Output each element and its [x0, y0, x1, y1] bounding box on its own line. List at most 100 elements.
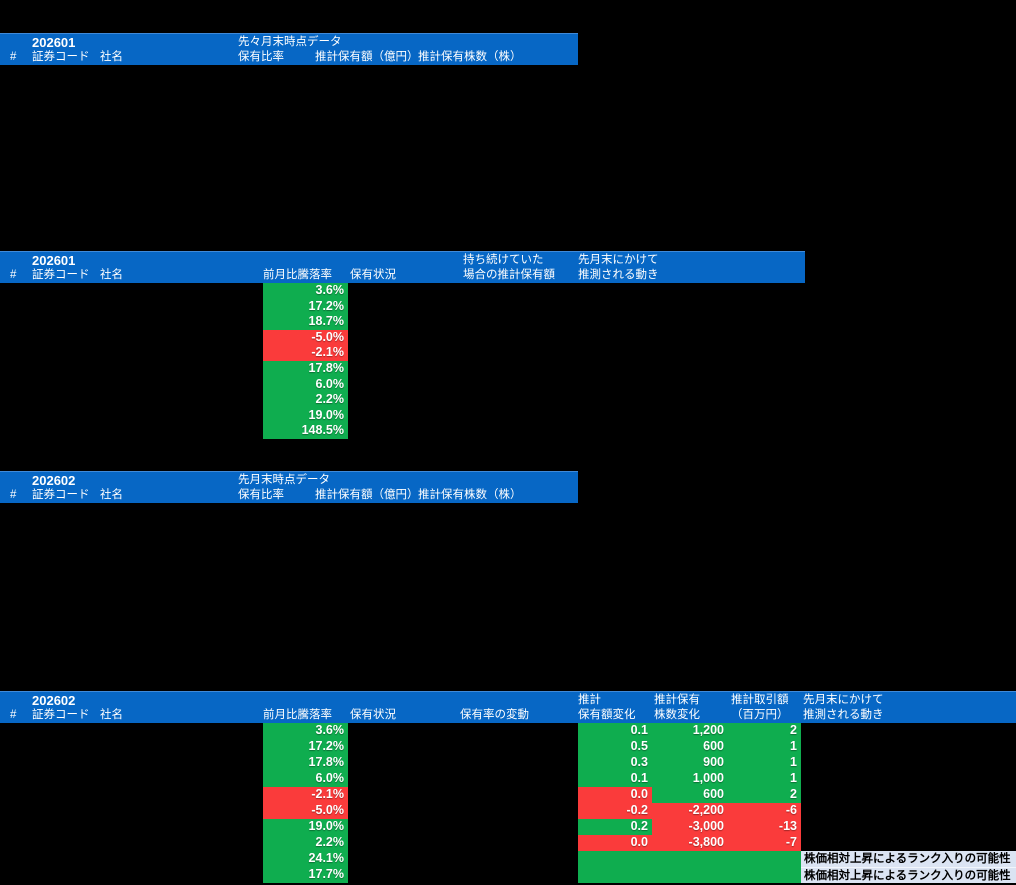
- section1-col-name[interactable]: 社名: [100, 51, 123, 63]
- section4-col-amt-line2[interactable]: 保有額変化: [578, 709, 636, 721]
- section3-period[interactable]: 202602: [32, 473, 76, 488]
- shares-change-cell[interactable]: -2,200: [652, 803, 728, 819]
- section4-header: 202602 推計 推計保有 推計取引額 先月末にかけて # 証券コード 社名 …: [0, 691, 1016, 723]
- section2-period[interactable]: 202601: [32, 253, 76, 268]
- section3-col-code[interactable]: 証券コード: [32, 489, 90, 501]
- section4-col-name[interactable]: 社名: [100, 709, 123, 721]
- change-cell[interactable]: 24.1%: [263, 851, 348, 867]
- amount-change-cell[interactable]: 0.0: [578, 787, 652, 803]
- section2-col-move-line2[interactable]: 推測される動き: [578, 269, 659, 281]
- trade-amount-cell[interactable]: -7: [728, 835, 801, 851]
- change-cell[interactable]: 18.7%: [263, 314, 348, 330]
- trade-amount-cell[interactable]: 1: [728, 739, 801, 755]
- change-cell[interactable]: -2.1%: [263, 787, 348, 803]
- amount-change-cell[interactable]: 0.1: [578, 771, 652, 787]
- amount-change-cell[interactable]: [578, 851, 652, 867]
- amount-change-cell[interactable]: 0.2: [578, 819, 652, 835]
- section2-col-change[interactable]: 前月比騰落率: [263, 269, 332, 281]
- trade-amount-cell[interactable]: 2: [728, 723, 801, 739]
- change-cell[interactable]: 148.5%: [263, 423, 348, 439]
- section1-col-code[interactable]: 証券コード: [32, 51, 90, 63]
- section4-col-ratio-change[interactable]: 保有率の変動: [460, 709, 529, 721]
- shares-change-cell[interactable]: -3,800: [652, 835, 728, 851]
- section4-col-hash[interactable]: #: [10, 709, 17, 721]
- section4-movement-note-column: 株価相対上昇によるランク入りの可能性 株価相対上昇によるランク入りの可能性: [801, 851, 1016, 883]
- amount-change-cell[interactable]: 0.5: [578, 739, 652, 755]
- amount-change-cell[interactable]: 0.3: [578, 755, 652, 771]
- section1-data-label[interactable]: 先々月末時点データ: [238, 36, 342, 48]
- section1-period[interactable]: 202601: [32, 35, 76, 50]
- change-cell[interactable]: 3.6%: [263, 723, 348, 739]
- amount-change-cell[interactable]: -0.2: [578, 803, 652, 819]
- section2-col-kept-line1[interactable]: 持ち続けていた: [463, 254, 544, 266]
- section2-col-name[interactable]: 社名: [100, 269, 123, 281]
- section1-col-est-amount[interactable]: 推計保有額（億円）: [315, 51, 419, 63]
- section2-change-column: 3.6% 17.2% 18.7% -5.0% -2.1% 17.8% 6.0% …: [263, 283, 348, 439]
- section4-col-trade-line2[interactable]: （百万円）: [731, 709, 789, 721]
- section4-col-move-line1[interactable]: 先月末にかけて: [803, 694, 884, 706]
- section4-col-trade-line1[interactable]: 推計取引額: [731, 694, 789, 706]
- change-cell[interactable]: 17.8%: [263, 360, 348, 377]
- movement-note-cell[interactable]: 株価相対上昇によるランク入りの可能性: [801, 866, 1016, 883]
- section3-col-ratio[interactable]: 保有比率: [238, 489, 284, 501]
- section4-col-shares-line1[interactable]: 推計保有: [654, 694, 700, 706]
- section4-period[interactable]: 202602: [32, 693, 76, 708]
- section1-col-ratio[interactable]: 保有比率: [238, 51, 284, 63]
- section2-col-move-line1[interactable]: 先月末にかけて: [578, 254, 659, 266]
- section2-col-status[interactable]: 保有状況: [350, 269, 396, 281]
- trade-amount-cell[interactable]: -13: [728, 819, 801, 835]
- change-cell[interactable]: 19.0%: [263, 407, 348, 424]
- change-cell[interactable]: -5.0%: [263, 803, 348, 819]
- trade-amount-cell[interactable]: [728, 867, 801, 883]
- change-cell[interactable]: -2.1%: [263, 345, 348, 361]
- amount-change-cell[interactable]: [578, 867, 652, 883]
- section1-col-hash[interactable]: #: [10, 51, 17, 63]
- section4-col-shares-line2[interactable]: 株数変化: [654, 709, 700, 721]
- change-cell[interactable]: 6.0%: [263, 376, 348, 393]
- section3-data-label[interactable]: 先月末時点データ: [238, 474, 330, 486]
- trade-amount-cell[interactable]: -6: [728, 803, 801, 819]
- section2-col-kept-line2[interactable]: 場合の推計保有額: [463, 269, 555, 281]
- shares-change-cell[interactable]: 1,000: [652, 771, 728, 787]
- change-cell[interactable]: 2.2%: [263, 835, 348, 851]
- change-cell[interactable]: 6.0%: [263, 771, 348, 787]
- shares-change-cell[interactable]: 600: [652, 739, 728, 755]
- trade-amount-cell[interactable]: [728, 851, 801, 867]
- trade-amount-cell[interactable]: 2: [728, 787, 801, 803]
- section4-col-amt-line1[interactable]: 推計: [578, 694, 601, 706]
- section3-col-hash[interactable]: #: [10, 489, 17, 501]
- trade-amount-cell[interactable]: 1: [728, 755, 801, 771]
- shares-change-cell[interactable]: 900: [652, 755, 728, 771]
- section3-header: 202602 先月末時点データ # 証券コード 社名 保有比率 推計保有額（億円…: [0, 471, 578, 503]
- change-cell[interactable]: -5.0%: [263, 329, 348, 346]
- section3-col-est-shares[interactable]: 推計保有株数（株）: [418, 489, 522, 501]
- section4-col-move-line2[interactable]: 推測される動き: [803, 709, 884, 721]
- change-cell[interactable]: 2.2%: [263, 392, 348, 408]
- section3-col-name[interactable]: 社名: [100, 489, 123, 501]
- change-cell[interactable]: 17.8%: [263, 755, 348, 771]
- section1-col-est-shares[interactable]: 推計保有株数（株）: [418, 51, 522, 63]
- amount-change-cell[interactable]: 0.1: [578, 723, 652, 739]
- section4-trade-amount-column: 2 1 1 1 2 -6 -13 -7: [728, 723, 801, 883]
- change-cell[interactable]: 3.6%: [263, 283, 348, 299]
- section4-col-change[interactable]: 前月比騰落率: [263, 709, 332, 721]
- shares-change-cell[interactable]: 600: [652, 787, 728, 803]
- section2-col-code[interactable]: 証券コード: [32, 269, 90, 281]
- change-cell[interactable]: 17.2%: [263, 739, 348, 755]
- section4-amount-change-column: 0.1 0.5 0.3 0.1 0.0 -0.2 0.2 0.0: [578, 723, 652, 883]
- section4-change-column: 3.6% 17.2% 17.8% 6.0% -2.1% -5.0% 19.0% …: [263, 723, 348, 883]
- change-cell[interactable]: 17.7%: [263, 867, 348, 883]
- change-cell[interactable]: 17.2%: [263, 298, 348, 315]
- trade-amount-cell[interactable]: 1: [728, 771, 801, 787]
- shares-change-cell[interactable]: 1,200: [652, 723, 728, 739]
- shares-change-cell[interactable]: [652, 851, 728, 867]
- shares-change-cell[interactable]: [652, 867, 728, 883]
- section3-col-est-amount[interactable]: 推計保有額（億円）: [315, 489, 419, 501]
- section4-col-status[interactable]: 保有状況: [350, 709, 396, 721]
- movement-note-cell[interactable]: 株価相対上昇によるランク入りの可能性: [801, 851, 1016, 867]
- change-cell[interactable]: 19.0%: [263, 819, 348, 835]
- amount-change-cell[interactable]: 0.0: [578, 835, 652, 851]
- shares-change-cell[interactable]: -3,000: [652, 819, 728, 835]
- section2-col-hash[interactable]: #: [10, 269, 17, 281]
- section4-col-code[interactable]: 証券コード: [32, 709, 90, 721]
